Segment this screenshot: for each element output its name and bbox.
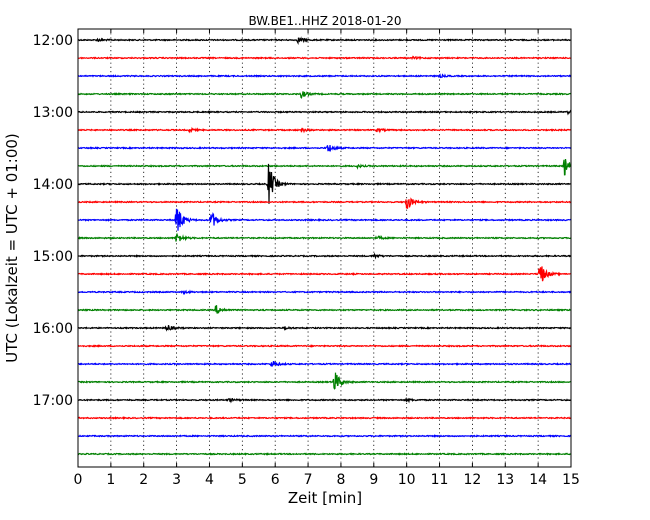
x-tick-label: 0: [74, 472, 83, 488]
trace-line: [77, 452, 572, 456]
y-axis-ticks: 12:00 13:00 14:00 15:00 16:00 17:00: [33, 33, 571, 409]
x-tick-label: 9: [369, 472, 378, 488]
y-tick-label: 17:00: [33, 393, 73, 409]
y-axis-label: UTC (Lokalzeit = UTC + 01:00): [3, 133, 21, 363]
trace-line: [77, 197, 572, 209]
trace-line: [77, 109, 572, 116]
trace-line: [77, 344, 572, 348]
trace-line: [77, 325, 572, 332]
trace-line: [77, 158, 572, 176]
trace-line: [77, 252, 572, 260]
x-tick-label: 13: [496, 472, 514, 488]
x-tick-label: 5: [238, 472, 247, 488]
trace-line: [77, 266, 572, 282]
trace-line: [77, 232, 572, 242]
trace-line: [77, 55, 572, 61]
trace-line: [77, 163, 572, 204]
x-tick-label: 4: [205, 472, 214, 488]
x-tick-label: 3: [172, 472, 181, 488]
trace-line: [77, 361, 572, 367]
x-tick-label: 1: [106, 472, 115, 488]
trace-line: [77, 36, 572, 45]
x-tick-label: 8: [336, 472, 345, 488]
trace-line: [77, 434, 572, 438]
trace-line: [77, 289, 572, 296]
trace-line: [77, 372, 572, 390]
x-tick-label: 14: [529, 472, 547, 488]
x-tick-label: 10: [398, 472, 416, 488]
x-tick-label: 11: [431, 472, 449, 488]
trace-line: [77, 396, 572, 404]
x-axis-label: Zeit [min]: [288, 489, 362, 507]
x-tick-label: 2: [139, 472, 148, 488]
trace-line: [77, 305, 572, 314]
grid-lines: [110, 29, 539, 467]
trace-line: [77, 208, 572, 231]
y-tick-label: 14:00: [33, 177, 73, 193]
y-tick-label: 13:00: [33, 105, 73, 121]
trace-line: [77, 416, 572, 420]
trace-line: [77, 144, 572, 153]
y-tick-label: 12:00: [33, 33, 73, 49]
x-tick-label: 12: [463, 472, 481, 488]
trace-line: [77, 126, 572, 134]
x-tick-label: 7: [304, 472, 313, 488]
chart-title: BW.BE1..HHZ 2018-01-20: [248, 14, 401, 28]
y-tick-label: 15:00: [33, 249, 73, 265]
trace-line: [77, 73, 572, 79]
trace-line: [77, 91, 572, 99]
x-tick-label: 15: [562, 472, 580, 488]
seismic-traces: [77, 36, 572, 456]
x-axis-ticks: 0 1 2 3 4 5 6 7 8 9 10 11 12 13 14 15: [74, 29, 580, 488]
y-tick-label: 16:00: [33, 321, 73, 337]
plot-frame: [77, 28, 572, 468]
x-tick-label: 6: [271, 472, 280, 488]
